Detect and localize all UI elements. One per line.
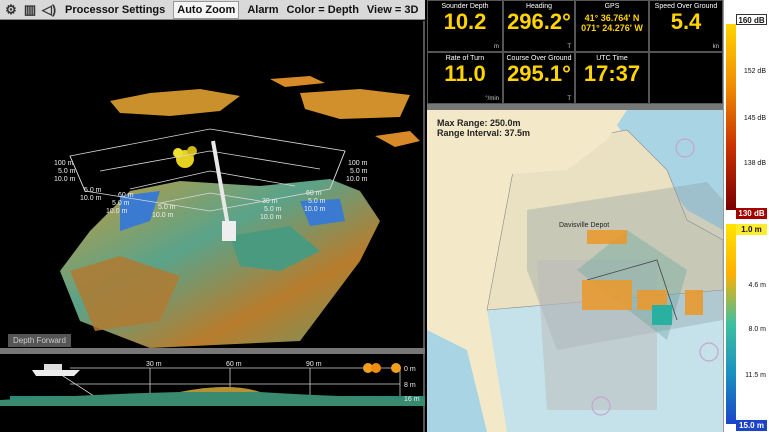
vertical-splitter[interactable] xyxy=(427,104,723,110)
heading-label: Heading xyxy=(525,3,553,10)
grid-label: 5.0 m xyxy=(264,206,282,213)
db-tick: 152 dB xyxy=(743,68,766,75)
profile-x-tick: 90 m xyxy=(306,361,322,368)
rate-of-turn-unit: °/min xyxy=(485,96,499,102)
processor-settings-button[interactable]: Processor Settings xyxy=(65,3,166,16)
grid-icon[interactable]: ▥ xyxy=(23,1,37,17)
grid-label: 5.0 m xyxy=(84,187,102,194)
cog-unit: T xyxy=(567,96,571,102)
sog-unit: kn xyxy=(712,44,719,50)
gps-label: GPS xyxy=(604,3,620,10)
horizontal-splitter[interactable] xyxy=(0,348,425,354)
grid-label: 10.0 m xyxy=(304,206,326,213)
heading-cell: Heading 296.2° T xyxy=(503,0,575,52)
3d-scene: 100 m 5.0 m 10.0 m 5.0 m 10.0 m 60 m 5.0… xyxy=(54,76,420,348)
sog-value: 5.4 xyxy=(670,9,702,34)
color-mode-button[interactable]: Color = Depth xyxy=(286,3,359,16)
heading-value: 296.2° xyxy=(507,9,571,34)
3d-sonar-view[interactable]: 100 m 5.0 m 10.0 m 5.0 m 10.0 m 60 m 5.0… xyxy=(0,21,425,348)
grid-label: 30 m xyxy=(262,198,278,205)
db-top-label[interactable]: 160 dB xyxy=(736,14,767,25)
grid-label: 5.0 m xyxy=(58,168,76,175)
alarm-button[interactable]: Alarm xyxy=(247,3,279,16)
profile-plot: 30 m 60 m 90 m 0 m 8 m 16 m xyxy=(0,361,425,406)
db-tick: 138 dB xyxy=(743,160,766,167)
grid-label: 5.0 m xyxy=(308,198,326,205)
range-interval-text: Range Interval: 37.5m xyxy=(437,128,531,138)
side-profile-view[interactable]: 30 m 60 m 90 m 0 m 8 m 16 m xyxy=(0,354,425,432)
sog-label: Speed Over Ground xyxy=(654,3,718,10)
grid-label: 10.0 m xyxy=(260,214,282,221)
cog-label: Course Over Ground xyxy=(506,55,572,62)
grid-label: 5.0 m xyxy=(112,200,130,207)
rate-of-turn-label: Rate of Turn xyxy=(445,55,485,62)
profile-y-tick: 0 m xyxy=(404,366,416,373)
grid-label: 10.0 m xyxy=(346,176,368,183)
gps-cell: GPS 41° 36.764' N 071° 24.276' W xyxy=(575,0,649,52)
rate-of-turn-value: 11.0 xyxy=(444,61,486,86)
depth-color-bar xyxy=(726,224,736,424)
db-tick: 145 dB xyxy=(743,115,766,122)
heading-unit: T xyxy=(567,44,571,50)
utc-label: UTC Time xyxy=(596,55,628,62)
gps-latitude: 41° 36.764' N xyxy=(584,13,640,23)
depth-tick: 4.6 m xyxy=(748,282,766,289)
utc-cell: UTC Time 17:37 xyxy=(575,52,649,104)
nautical-chart[interactable]: Max Range: 250.0m Range Interval: 37.5m … xyxy=(427,110,723,432)
view-mode-button[interactable]: View = 3D xyxy=(366,3,419,16)
profile-y-tick: 8 m xyxy=(404,382,416,389)
depth-top-label[interactable]: 1.0 m xyxy=(736,224,767,235)
db-bottom-label[interactable]: 130 dB xyxy=(736,208,767,219)
gps-longitude: 071° 24.276' W xyxy=(581,23,643,33)
profile-x-tick: 30 m xyxy=(146,361,162,368)
profile-x-tick: 60 m xyxy=(226,361,242,368)
sog-cell: Speed Over Ground 5.4 kn xyxy=(649,0,723,52)
grid-label: 60 m xyxy=(306,190,322,197)
chart-map xyxy=(427,110,723,432)
chart-place-label: Davisville Depot xyxy=(559,222,610,229)
grid-label: 5.0 m xyxy=(158,204,176,211)
gear-icon[interactable]: ⚙ xyxy=(5,1,17,17)
grid-label: 10.0 m xyxy=(54,176,76,183)
sound-icon[interactable]: ◁) xyxy=(41,1,57,17)
grid-label: 10.0 m xyxy=(106,208,128,215)
sounder-depth-label: Sounder Depth xyxy=(441,3,489,10)
depth-tick: 11.5 m xyxy=(745,372,766,379)
auto-zoom-button[interactable]: Auto Zoom xyxy=(173,0,240,19)
range-readout: Max Range: 250.0m Range Interval: 37.5m xyxy=(437,118,530,138)
sounder-depth-cell: Sounder Depth 10.2 m xyxy=(427,0,503,52)
grid-label: 10.0 m xyxy=(152,212,174,219)
sounder-depth-unit: m xyxy=(494,44,499,50)
depth-forward-button[interactable]: Depth Forward xyxy=(8,334,71,347)
instrument-dashboard: Sounder Depth 10.2 m Heading 296.2° T GP… xyxy=(427,0,723,104)
depth-bottom-label[interactable]: 15.0 m xyxy=(736,420,767,431)
color-scale-panel: 160 dB 152 dB 145 dB 138 dB 130 dB 1.0 m… xyxy=(723,0,769,432)
grid-label: 100 m xyxy=(348,160,368,167)
grid-label: 10.0 m xyxy=(80,195,102,202)
utc-value: 17:37 xyxy=(583,61,641,86)
grid-label: 60 m xyxy=(118,192,134,199)
depth-tick: 8.0 m xyxy=(748,326,766,333)
grid-label: 5.0 m xyxy=(350,168,368,175)
rate-of-turn-cell: Rate of Turn 11.0 °/min xyxy=(427,52,503,104)
db-color-bar xyxy=(726,24,736,210)
toolbar: ⚙ ▥ ◁) Processor Settings Auto Zoom Alar… xyxy=(0,0,425,20)
sounder-depth-value: 10.2 xyxy=(443,9,487,34)
profile-y-tick: 16 m xyxy=(404,396,420,403)
cog-value: 295.1° xyxy=(507,61,571,86)
max-range-text: Max Range: 250.0m xyxy=(437,118,521,128)
cog-cell: Course Over Ground 295.1° T xyxy=(503,52,575,104)
grid-label: 100 m xyxy=(54,160,74,167)
empty-cell xyxy=(649,52,723,104)
